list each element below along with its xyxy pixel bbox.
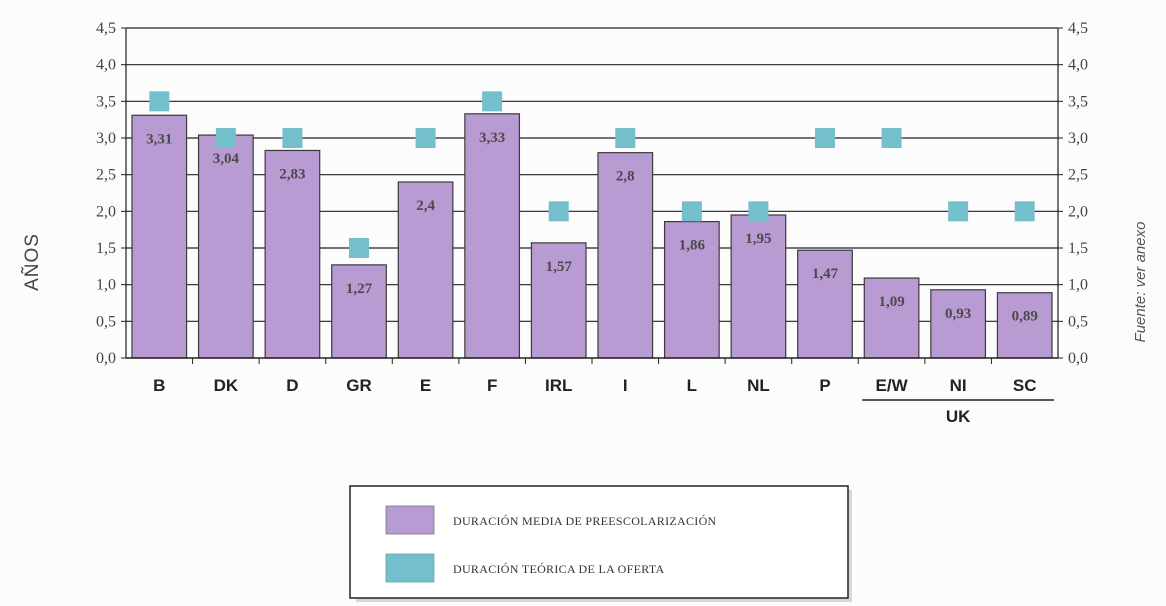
- x-tick-label: E: [420, 376, 431, 395]
- x-tick-labels: B DK D GR E F IRL I L NL P E/W NI SC UK: [153, 376, 1054, 426]
- y-tick-label: 2,0: [1068, 203, 1088, 220]
- y-tick-label: 4,0: [1068, 57, 1088, 74]
- legend-swatch-bar: [385, 505, 435, 535]
- y-tick-label: 0,5: [1068, 313, 1088, 330]
- x-tick-label: F: [487, 376, 497, 395]
- y-tick-label: 3,0: [96, 130, 116, 147]
- bar: [264, 149, 321, 359]
- y-tick-label: 3,5: [96, 93, 116, 110]
- y-tick-label: 1,5: [96, 240, 116, 257]
- legend: DURACIÓN MEDIA DE PREESCOLARIZACIÓN DURA…: [349, 485, 852, 602]
- x-tick-label: NI: [950, 376, 967, 395]
- data-label: 3,04: [213, 151, 240, 167]
- bar: [197, 134, 254, 359]
- data-label: 1,95: [745, 231, 771, 247]
- x-tick-label: SC: [1013, 376, 1037, 395]
- data-label: 0,93: [945, 306, 971, 322]
- y-tick-label: 4,0: [96, 57, 116, 74]
- data-label: 3,31: [146, 131, 172, 147]
- x-tick-label: L: [687, 376, 697, 395]
- y-tick-labels-right: 0,0 0,5 1,0 1,5 2,0 2,5 3,0 3,5 4,0 4,5: [1068, 20, 1088, 367]
- data-label: 3,33: [479, 130, 505, 146]
- marker: [282, 128, 303, 148]
- data-label: 1,09: [878, 294, 904, 310]
- y-tick-label: 2,0: [96, 203, 116, 220]
- group-label: UK: [946, 407, 971, 426]
- y-tick-label: 2,5: [96, 167, 116, 184]
- bar: [863, 277, 920, 359]
- marker: [948, 201, 969, 222]
- y-tick-label: 3,5: [1068, 93, 1088, 110]
- data-label: 1,27: [346, 281, 373, 297]
- bar: [397, 181, 454, 359]
- x-tick-label: E/W: [876, 376, 909, 395]
- data-label: 2,8: [616, 169, 635, 185]
- x-tick-label: D: [286, 376, 298, 395]
- y-tick-label: 1,0: [1068, 277, 1088, 294]
- bar: [996, 292, 1053, 359]
- x-tick-label: B: [153, 376, 165, 395]
- y-tick-label: 1,0: [96, 277, 116, 294]
- data-label: 2,4: [416, 198, 435, 214]
- y-axis-label: AÑOS: [21, 233, 43, 291]
- data-labels: 3,31 3,04 2,83 1,27 2,4 3,33 1,57 2,8 1,86 1,95 1,…: [146, 130, 1038, 325]
- x-tick-label: I: [623, 376, 628, 395]
- data-label: 1,57: [546, 259, 573, 275]
- bar: [131, 114, 188, 359]
- marker: [482, 91, 503, 112]
- bar: [730, 214, 787, 359]
- bars: [131, 113, 1053, 359]
- marker: [1014, 201, 1035, 222]
- legend-swatch-marker: [385, 553, 435, 583]
- data-label: 0,89: [1012, 309, 1038, 325]
- y-tick-label: 4,5: [1068, 20, 1088, 37]
- marker: [815, 128, 835, 148]
- y-tick-labels-left: 0,0 0,5 1,0 1,5 2,0 2,5 3,0 3,5 4,0 4,5: [96, 20, 116, 367]
- marker: [548, 201, 569, 222]
- y-tick-label: 0,0: [96, 350, 116, 367]
- marker: [748, 201, 769, 222]
- x-tick-label: NL: [747, 376, 770, 395]
- marker: [681, 201, 702, 222]
- y-tick-label: 2,5: [1068, 167, 1088, 184]
- markers: [149, 91, 1035, 258]
- y-tick-label: 1,5: [1068, 240, 1088, 257]
- data-label: 2,83: [279, 166, 305, 182]
- bar: [930, 289, 987, 359]
- legend-label-marker: DURACIÓN TEÓRICA DE LA OFERTA: [453, 562, 665, 576]
- bar: [464, 113, 521, 359]
- bar: [530, 242, 587, 359]
- marker: [881, 128, 902, 148]
- source-note: Fuente: ver anexo: [1132, 222, 1149, 343]
- marker: [149, 91, 170, 112]
- x-tick-label: P: [819, 376, 830, 395]
- x-tick-label: DK: [214, 376, 239, 395]
- legend-label-bar: DURACIÓN MEDIA DE PREESCOLARIZACIÓN: [453, 514, 717, 528]
- y-tick-label: 0,5: [96, 313, 116, 330]
- x-tick-label: GR: [346, 376, 372, 395]
- marker: [215, 128, 236, 148]
- marker: [415, 128, 436, 148]
- bar: [797, 249, 853, 359]
- x-tick-label: IRL: [545, 376, 572, 395]
- marker: [349, 238, 369, 258]
- bar: [597, 152, 654, 359]
- bar: [331, 264, 387, 359]
- marker: [615, 128, 636, 148]
- data-label: 1,86: [679, 238, 706, 254]
- y-tick-label: 3,0: [1068, 130, 1088, 147]
- data-label: 1,47: [812, 266, 839, 282]
- y-tick-label: 4,5: [96, 20, 116, 37]
- axes: [121, 27, 1063, 364]
- y-tick-label: 0,0: [1068, 350, 1088, 367]
